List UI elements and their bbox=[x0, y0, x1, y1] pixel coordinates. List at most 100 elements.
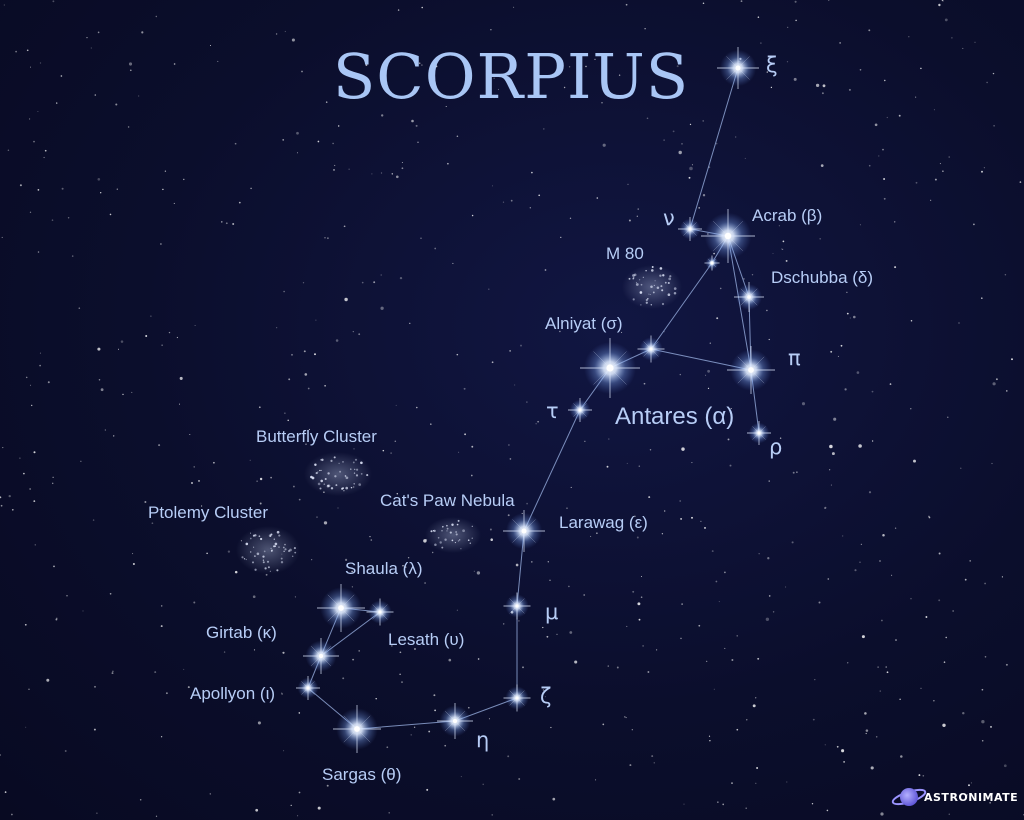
background-star bbox=[291, 38, 295, 42]
background-star bbox=[878, 155, 880, 157]
background-star bbox=[34, 544, 37, 546]
background-star bbox=[191, 482, 193, 484]
background-star bbox=[287, 419, 289, 422]
background-star bbox=[28, 688, 30, 690]
background-star bbox=[464, 433, 466, 436]
background-star bbox=[882, 534, 885, 537]
cluster-star bbox=[632, 298, 635, 301]
background-star bbox=[51, 219, 54, 221]
background-star bbox=[879, 690, 881, 692]
background-star bbox=[509, 350, 511, 352]
catspaw-nebula-haze bbox=[425, 517, 481, 553]
background-star bbox=[112, 435, 115, 437]
background-star bbox=[456, 353, 459, 356]
background-star bbox=[711, 550, 714, 553]
background-star bbox=[719, 287, 722, 290]
cluster-star bbox=[668, 277, 672, 281]
background-star bbox=[853, 315, 856, 319]
background-star bbox=[420, 237, 422, 239]
cluster-star bbox=[457, 519, 460, 522]
background-star bbox=[537, 420, 539, 423]
background-star bbox=[413, 726, 416, 728]
label-shaula: Shaula (λ) bbox=[345, 559, 422, 578]
background-star bbox=[434, 709, 436, 712]
cluster-star bbox=[319, 469, 321, 471]
background-star bbox=[29, 384, 32, 386]
background-star bbox=[209, 793, 212, 795]
cluster-star bbox=[451, 539, 454, 542]
background-star bbox=[426, 788, 429, 791]
background-star bbox=[865, 729, 869, 732]
cluster-star bbox=[320, 469, 322, 471]
background-star bbox=[559, 330, 561, 333]
background-star bbox=[814, 678, 816, 681]
cluster-star bbox=[274, 542, 278, 546]
background-star bbox=[709, 342, 711, 344]
background-star bbox=[31, 404, 33, 407]
background-star bbox=[154, 671, 157, 674]
background-star bbox=[891, 574, 893, 576]
cluster-star bbox=[278, 534, 281, 537]
background-star bbox=[782, 240, 785, 243]
background-star bbox=[86, 37, 88, 39]
background-star bbox=[23, 472, 25, 475]
background-star bbox=[819, 237, 822, 240]
cluster-star bbox=[648, 293, 650, 295]
background-star bbox=[636, 536, 639, 539]
background-star bbox=[637, 602, 641, 606]
background-star bbox=[430, 423, 432, 425]
cluster-star bbox=[249, 537, 252, 540]
background-star bbox=[546, 635, 549, 638]
background-star bbox=[515, 563, 519, 567]
background-star bbox=[883, 197, 886, 200]
background-star bbox=[939, 163, 941, 165]
background-star bbox=[842, 535, 844, 537]
cluster-star bbox=[314, 463, 317, 467]
background-star bbox=[981, 688, 984, 691]
background-star bbox=[786, 781, 788, 783]
cluster-star bbox=[345, 476, 349, 480]
background-star bbox=[638, 465, 641, 467]
background-star bbox=[535, 423, 537, 425]
background-star bbox=[507, 755, 510, 758]
background-star bbox=[520, 344, 522, 347]
background-star bbox=[707, 387, 710, 390]
background-star bbox=[1, 236, 3, 238]
label-ptolemy-cluster: Ptolemy Cluster bbox=[148, 503, 268, 522]
background-star bbox=[7, 149, 10, 152]
background-star bbox=[493, 77, 495, 80]
cluster-star bbox=[358, 483, 362, 486]
background-star bbox=[960, 467, 962, 469]
cluster-star bbox=[271, 549, 273, 552]
background-star bbox=[265, 573, 268, 576]
background-star bbox=[702, 194, 706, 197]
label-catspaw-nebula: Cat's Paw Nebula bbox=[380, 491, 515, 510]
background-star bbox=[491, 185, 494, 187]
background-star bbox=[590, 535, 592, 537]
background-star bbox=[922, 775, 925, 777]
background-star bbox=[2, 447, 4, 449]
background-star bbox=[740, 0, 743, 2]
cluster-star bbox=[442, 525, 444, 527]
background-star bbox=[382, 449, 385, 452]
background-star bbox=[824, 744, 826, 746]
background-star bbox=[303, 350, 306, 353]
background-star bbox=[399, 673, 401, 675]
background-star bbox=[297, 815, 299, 817]
background-star bbox=[339, 435, 342, 437]
background-star bbox=[735, 136, 737, 138]
background-star bbox=[3, 4, 5, 6]
background-star bbox=[401, 681, 403, 683]
background-star bbox=[538, 194, 541, 197]
background-star bbox=[984, 656, 987, 658]
cluster-star bbox=[273, 538, 275, 540]
background-star bbox=[26, 49, 29, 52]
background-star bbox=[570, 486, 572, 488]
background-star bbox=[705, 374, 707, 376]
background-star bbox=[752, 704, 756, 708]
background-star bbox=[37, 110, 39, 113]
background-star bbox=[53, 565, 55, 568]
background-star bbox=[930, 199, 932, 201]
background-star bbox=[168, 331, 171, 334]
